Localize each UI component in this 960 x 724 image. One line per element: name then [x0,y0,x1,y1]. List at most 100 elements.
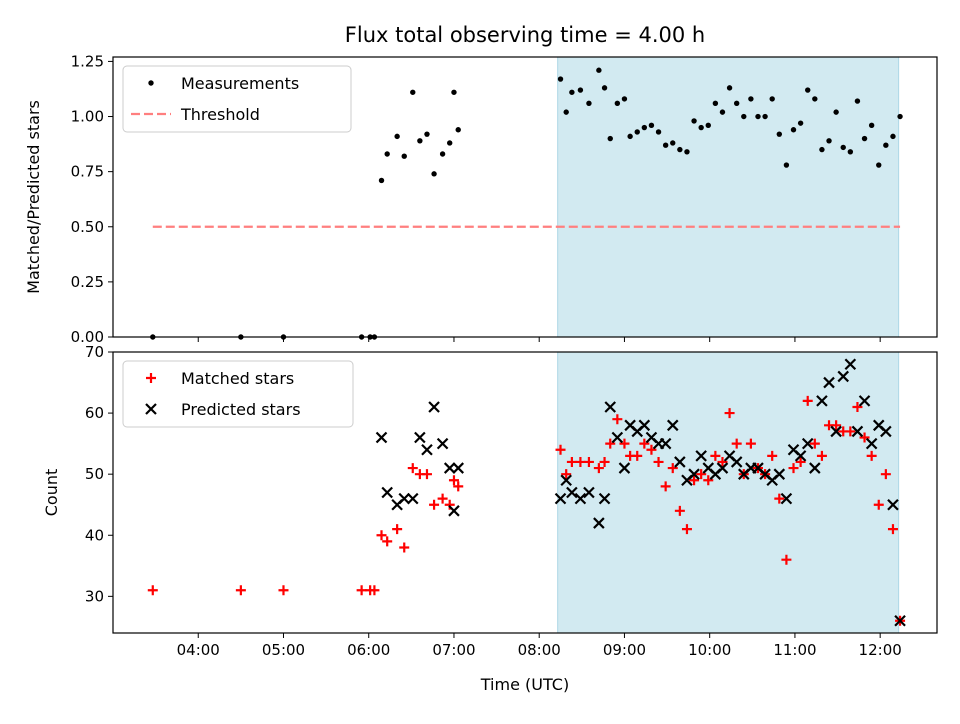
measurement-point [868,122,875,129]
matched-stars-point [429,499,440,510]
measurement-point [819,146,825,153]
matched-stars-point [382,536,393,547]
predicted-stars-point [823,376,835,389]
measurement-point [826,138,832,144]
ratio-panel: 0.00 0.25 0.50 0.75 1.00 1.25 Matched/Predicte… [24,52,938,346]
matched-stars-point [448,475,459,486]
legend-label: Predicted stars [181,400,301,419]
predicted-stars-point [554,492,567,505]
y-tick-label: 0.75 [71,163,104,181]
measurement-point [833,109,839,115]
measurement-point [776,131,783,137]
matched-stars-point [795,456,806,467]
y-tick-label: 40 [85,526,104,544]
predicted-stars-point [560,474,572,487]
observing-window-span [557,56,900,338]
measurement-point [447,140,453,146]
measurement-point [424,131,430,137]
matched-stars-point [421,469,432,480]
predicted-stars-point [865,437,878,450]
x-tick-label: 05:00 [262,641,305,659]
measurement-point [691,118,697,124]
matched-stars-point [816,450,827,461]
legend-label: Threshold [180,105,260,124]
x-tick-label: 11:00 [773,641,816,659]
y-tick-label: 0.25 [71,273,104,291]
predicted-stars-point [611,431,624,444]
matched-stars-point [802,395,813,406]
measurement-point [797,120,804,126]
matched-stars-point [235,585,246,596]
predicted-stars-point [816,395,828,407]
predicted-stars-point [674,456,686,468]
matched-stars-point [788,463,799,474]
measurement-point [401,153,407,159]
predicted-stars-point [604,401,617,413]
measurement-point [890,133,896,140]
matched-stars-point [866,450,877,461]
measurement-point [783,162,790,168]
x-tick-label: 10:00 [688,641,731,659]
y-tick-label: 1.25 [71,52,104,70]
chart-title: Flux total observing time = 4.00 h [345,23,705,47]
measurement-point [614,100,621,106]
measurement-point [378,177,385,184]
measurement-point [563,109,569,115]
matched-stars-point [696,469,707,480]
predicted-stars-point [880,425,892,438]
matched-stars-point [831,420,842,431]
matched-stars-point [660,481,671,492]
predicted-stars-point [794,450,807,462]
measurement-point [705,122,711,129]
y-tick-label: 1.00 [71,108,104,126]
matched-stars-point [437,493,448,504]
matched-stars-point [566,456,577,467]
measurement-point [812,96,818,102]
count-panel: 04:00 05:00 06:00 07:00 08:00 09:00 10:00 11:00… [42,343,938,659]
legend-dot-marker [148,80,154,86]
matched-stars-point [399,542,410,553]
legend-label: Measurements [181,74,299,93]
predicted-stars-point [887,498,899,511]
predicted-stars-point [695,450,707,462]
measurement-point [755,113,761,120]
predicted-stars-point [452,462,465,474]
matched-stars-point [859,432,870,443]
predicted-stars-point [375,431,388,444]
measurement-point [741,113,747,120]
measurement-point [762,113,768,120]
matched-stars-point [555,444,566,455]
measurement-point [621,96,628,102]
predicted-stars-point [583,486,595,499]
y-tick-label: 0.50 [71,218,104,236]
matched-stars-point [369,585,380,596]
measurement-point [670,140,676,146]
measurement-point [641,124,648,131]
axes-frame [112,351,938,634]
y-tick-label: 70 [85,343,104,361]
measurement-point [769,96,775,102]
measurement-point [634,129,640,135]
predicted-stars-point [666,419,679,432]
matched-stars-point [376,530,387,541]
predicted-stars-point [598,492,611,505]
predicted-stars-point [837,370,850,383]
y-tick-label: 50 [85,465,104,483]
predicted-stars-point [398,492,411,505]
matched-stars-point [632,450,643,461]
predicted-stars-point [421,443,433,456]
y-axis-label: Matched/Predicted stars [24,100,43,294]
predicted-stars-point [730,456,743,468]
predicted-stars-point [593,517,605,529]
matched-stars-point [774,493,785,504]
matched-stars-point [356,585,367,596]
measurement-point [748,96,754,102]
measurement-point [431,171,437,177]
legend-plus-marker [146,373,156,383]
measurement-point [861,135,868,142]
predicted-stars-point [436,437,449,450]
matched-stars-point [703,475,714,486]
matched-stars-point [781,554,792,565]
measurement-point [607,135,613,142]
